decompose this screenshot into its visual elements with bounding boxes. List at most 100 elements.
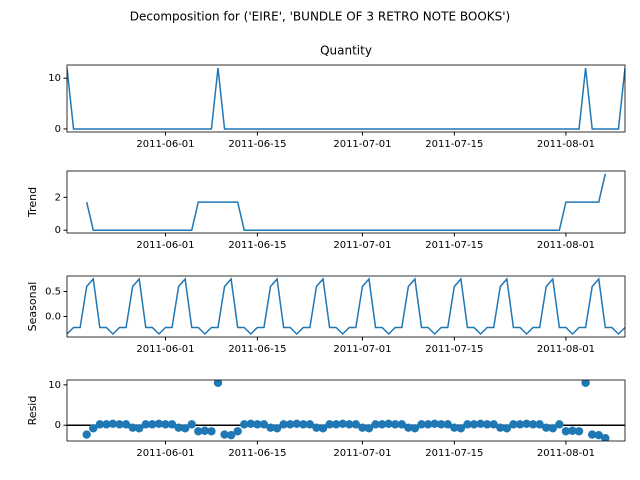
x-tick-label: 2011-07-15 [425,344,483,355]
y-tick-label: 0.0 [45,312,61,323]
resid-point [194,427,203,436]
x-tick-label: 2011-06-01 [136,344,194,355]
resid-point [397,420,406,429]
resid-point [463,420,472,429]
resid-point [522,419,531,429]
resid-point [135,424,144,433]
x-tick-label: 2011-07-15 [425,240,483,251]
resid-point [331,420,341,429]
resid-point [555,420,564,429]
resid-point [115,420,124,429]
resid-point [384,419,393,429]
axes-frame [66,170,626,234]
axes-frame [66,379,626,442]
resid-point [456,424,466,433]
resid-point [174,423,183,432]
resid-point [108,419,118,429]
resid-point [338,419,347,429]
resid-point [351,420,361,429]
resid-point [95,420,105,429]
y-axis-label: Seasonal [26,282,39,332]
y-tick-label: 10 [48,73,61,84]
resid-point [345,420,354,429]
resid-point [187,420,196,429]
x-tick-label: 2011-06-01 [136,448,194,459]
resid-point [482,420,492,429]
resid-point [358,423,367,432]
resid-point [305,420,315,429]
resid-point [364,424,374,433]
resid-point [213,380,223,387]
resid-point [443,420,452,429]
resid-point [148,420,157,429]
resid-point [286,420,295,429]
x-tick-label: 2011-07-01 [333,139,391,150]
resid-point [154,419,164,429]
resid-point [594,430,603,440]
resid-point [259,420,269,429]
series-line [67,277,625,336]
suptitle: Decomposition for ('EIRE', 'BUNDLE OF 3 … [130,10,510,24]
x-tick-label: 2011-07-01 [333,344,391,355]
resid-point [141,420,150,429]
resid-point [318,424,328,433]
resid-point [325,420,334,429]
resid-point [279,420,288,429]
resid-point [253,420,262,429]
resid-point [207,427,216,436]
resid-point [410,424,420,433]
resid-point [233,427,242,436]
resid-point [601,434,610,441]
x-tick-label: 2011-06-15 [228,448,286,459]
x-tick-label: 2011-06-01 [136,240,194,251]
resid-point [423,420,433,429]
x-tick-label: 2011-06-15 [228,240,286,251]
resid-point [272,424,282,433]
y-tick-label: 2 [55,192,61,203]
series-line [67,67,625,130]
x-tick-label: 2011-06-01 [136,139,194,150]
y-tick-label: 0.5 [45,287,61,298]
resid-point [121,420,131,429]
y-tick-label: 0 [55,420,61,431]
series-line [85,173,607,231]
resid-point [528,420,538,429]
axes-title: Quantity [320,44,372,58]
resid-point [535,420,544,429]
resid-point [220,430,229,439]
resid-point [469,420,479,429]
resid-point [548,424,557,433]
resid-point [502,424,512,433]
resid-point [377,420,387,429]
resid-point [587,430,597,439]
axes-frame [66,275,626,338]
resid-point [266,423,275,432]
x-tick-label: 2011-07-15 [425,139,483,150]
resid-point [436,420,446,429]
resid-point [568,426,577,435]
resid-point [167,420,177,429]
resid-point [417,420,426,429]
resid-point [292,419,301,429]
x-tick-label: 2011-06-15 [228,344,286,355]
resid-point [128,423,137,432]
resid-point [89,424,98,433]
y-tick-label: 0 [55,124,61,135]
resid-point [299,420,308,429]
x-tick-label: 2011-08-01 [537,448,595,459]
resid-point [371,420,380,429]
resid-point [246,419,256,429]
resid-point [496,423,505,432]
x-tick-label: 2011-08-01 [537,344,595,355]
resid-point [574,427,584,436]
resid-point [200,426,210,435]
resid-point [509,420,518,429]
x-tick-label: 2011-06-15 [228,139,286,150]
resid-point [515,420,525,429]
y-axis-label: Trend [26,187,39,218]
resid-point [581,380,590,387]
resid-point [391,420,400,429]
resid-point [561,427,571,436]
x-tick-label: 2011-07-01 [333,448,391,459]
